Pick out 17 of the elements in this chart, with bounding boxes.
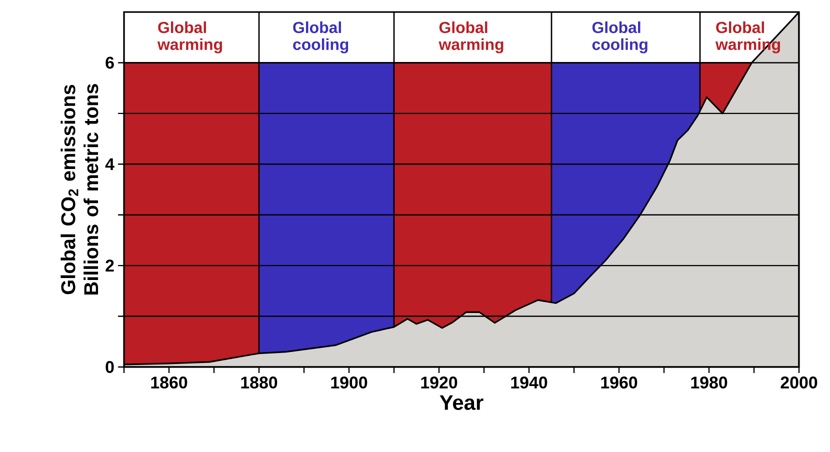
y-tick-label: 6 — [106, 56, 114, 69]
band-label: Global cooling — [592, 21, 648, 54]
x-tick-label: 1880 — [241, 376, 278, 389]
y-tick-label: 4 — [105, 158, 114, 170]
band-label: Global warming — [438, 21, 504, 54]
x-tick-label: 1920 — [421, 376, 458, 389]
x-tick-label: 1900 — [331, 376, 368, 389]
x-tick-label: 1960 — [601, 376, 638, 389]
y-tick-label: 0 — [106, 361, 114, 373]
band-label: Global warming — [157, 21, 222, 54]
band-label: Global cooling — [293, 21, 348, 54]
x-tick-label: 1860 — [151, 376, 188, 389]
x-axis-title: Year — [440, 395, 484, 410]
x-tick-label: 1980 — [691, 376, 728, 389]
x-tick-label: 2000 — [780, 376, 818, 389]
y-tick-label: 2 — [106, 260, 114, 272]
x-tick-label: 1940 — [511, 376, 548, 389]
